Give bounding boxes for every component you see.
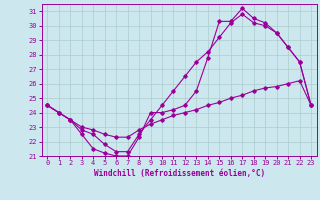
X-axis label: Windchill (Refroidissement éolien,°C): Windchill (Refroidissement éolien,°C) <box>94 169 265 178</box>
